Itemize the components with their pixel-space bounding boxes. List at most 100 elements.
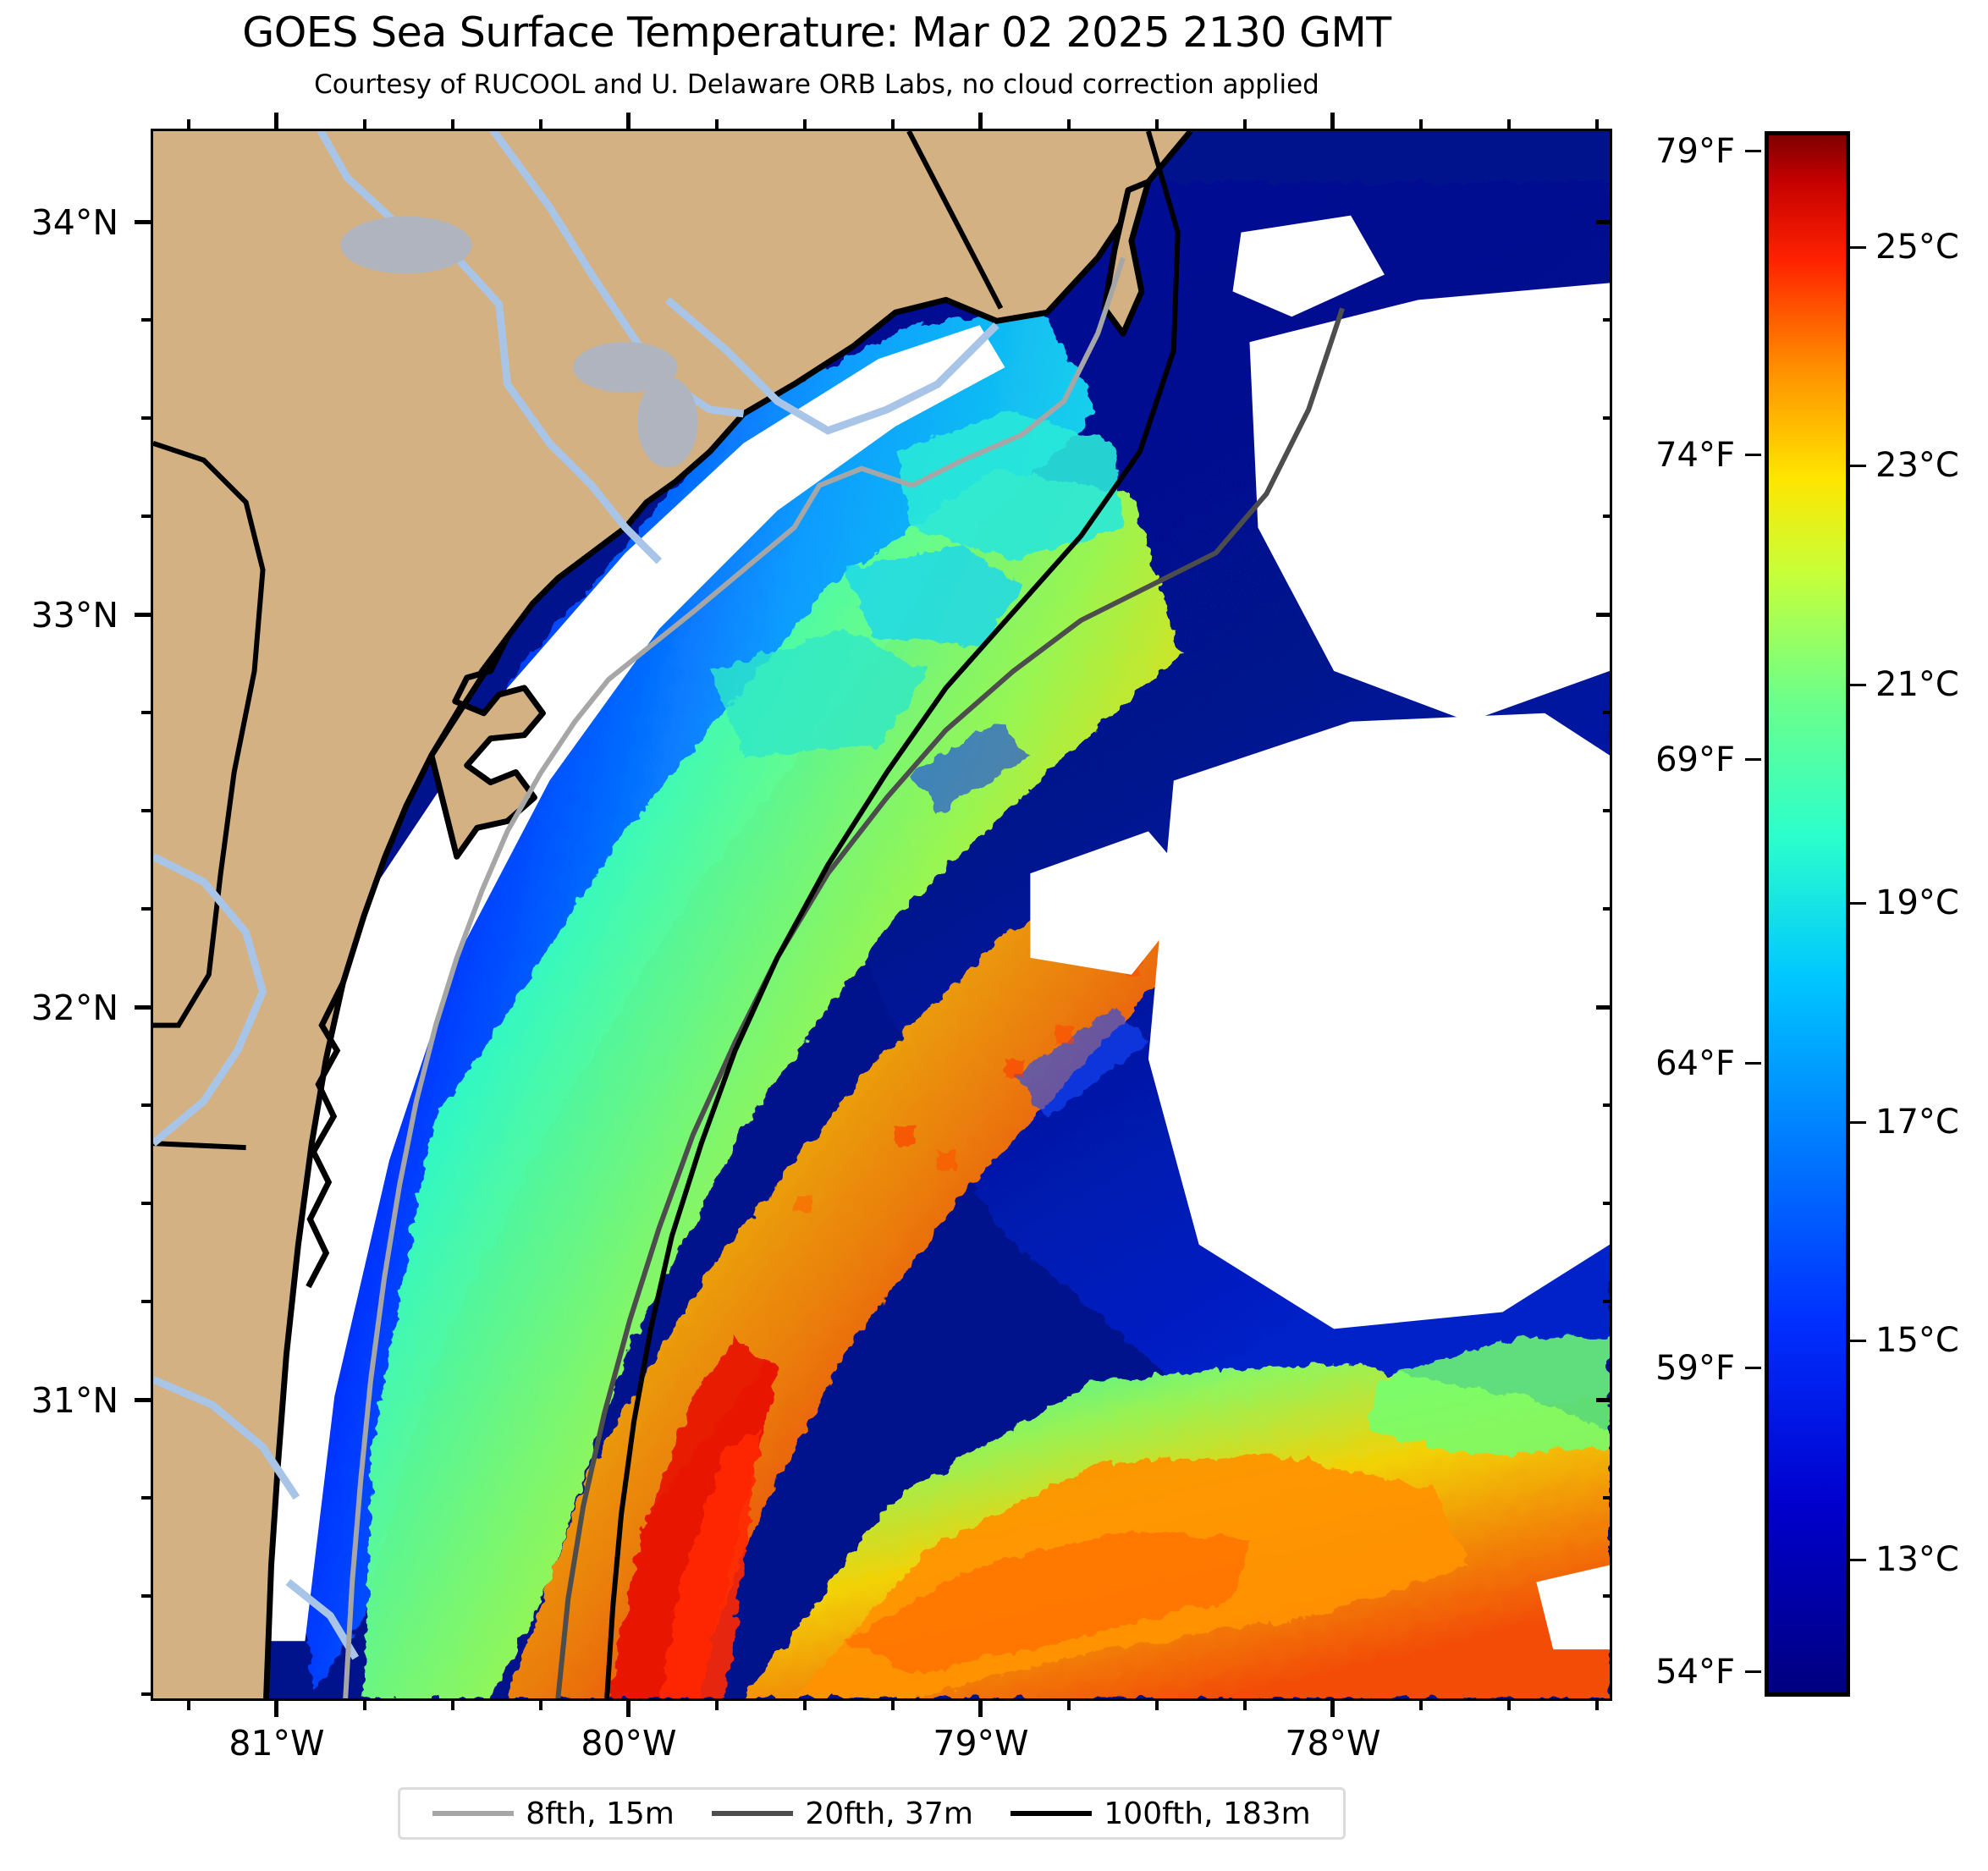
x-tick-minor: [1067, 1701, 1071, 1710]
sst-map-plot: [151, 129, 1612, 1701]
bathymetry-legend: 8fth, 15m 20fth, 37m 100fth, 183m: [398, 1787, 1346, 1840]
right-tick-minor: [1603, 1594, 1612, 1598]
cloud-mask: [271, 215, 1610, 1650]
y-axis-label-34n: 34°N: [30, 202, 118, 243]
top-tick-minor: [891, 119, 895, 129]
top-tick-minor: [803, 119, 807, 129]
right-tick-minor: [1603, 809, 1612, 812]
legend-item-8fth: 8fth, 15m: [432, 1797, 675, 1831]
cb-c-tick: [1850, 1559, 1866, 1561]
y-tick-major: [135, 220, 151, 224]
x-tick-minor: [1419, 1701, 1423, 1710]
x-axis-label-79w: 79°W: [933, 1723, 1029, 1764]
x-tick-minor: [451, 1701, 454, 1710]
legend-label-100fth: 100fth, 183m: [1104, 1796, 1311, 1831]
cb-label-19c: 19°C: [1875, 883, 1959, 922]
top-tick-minor: [187, 119, 190, 129]
x-tick-minor: [539, 1701, 542, 1710]
right-tick-minor: [1603, 711, 1612, 714]
right-tick-minor: [1603, 907, 1612, 911]
legend-item-20fth: 20fth, 37m: [712, 1797, 973, 1831]
top-tick-major: [274, 113, 278, 129]
legend-line-20fth: [712, 1811, 794, 1816]
cb-c-tick: [1850, 465, 1866, 467]
top-tick-minor: [1507, 119, 1511, 129]
cb-label-79f: 79°F: [1655, 132, 1735, 171]
legend-label-8fth: 8fth, 15m: [526, 1796, 675, 1831]
x-tick-minor: [1595, 1701, 1599, 1710]
cb-f-tick: [1745, 1062, 1761, 1065]
sst-map-canvas: [153, 131, 1610, 1698]
top-tick-minor: [363, 119, 366, 129]
x-tick-minor: [1243, 1701, 1247, 1710]
x-tick-minor: [187, 1701, 190, 1710]
page-subtitle: Courtesy of RUCOOL and U. Delaware ORB L…: [314, 69, 1319, 100]
y-tick-minor: [141, 515, 151, 518]
cb-label-17c: 17°C: [1875, 1103, 1959, 1142]
right-tick-minor: [1603, 1103, 1612, 1107]
cb-label-74f: 74°F: [1655, 436, 1735, 475]
right-tick-minor: [1603, 515, 1612, 518]
contour-100fth: [604, 131, 1181, 1698]
top-tick-minor: [1419, 119, 1423, 129]
y-tick-minor: [141, 1103, 151, 1107]
y-tick-minor: [141, 809, 151, 812]
y-tick-major: [135, 1398, 151, 1402]
x-tick-minor: [363, 1701, 366, 1710]
x-axis-label-81w: 81°W: [229, 1723, 325, 1764]
right-tick-major: [1596, 220, 1612, 224]
y-axis-label-32n: 32°N: [30, 988, 118, 1028]
top-tick-minor: [715, 119, 719, 129]
top-tick-minor: [1067, 119, 1071, 129]
y-tick-minor: [141, 1594, 151, 1598]
y-tick-minor: [141, 1692, 151, 1696]
y-tick-minor: [141, 1496, 151, 1500]
y-tick-minor: [141, 907, 151, 911]
right-tick-major: [1596, 1005, 1612, 1010]
right-tick-major: [1596, 613, 1612, 617]
cb-label-64f: 64°F: [1655, 1044, 1735, 1083]
y-axis-label-33n: 33°N: [30, 595, 118, 636]
colorbar: [1765, 131, 1850, 1697]
cb-f-tick: [1745, 454, 1761, 456]
x-tick-minor: [1155, 1701, 1159, 1710]
cb-c-tick: [1850, 684, 1866, 686]
right-tick-major: [1596, 1398, 1612, 1402]
top-tick-major: [1330, 113, 1335, 129]
right-tick-minor: [1603, 318, 1612, 322]
legend-label-20fth: 20fth, 37m: [805, 1796, 973, 1831]
x-tick-major: [1330, 1701, 1335, 1717]
legend-line-8fth: [432, 1811, 515, 1816]
cb-label-59f: 59°F: [1655, 1349, 1735, 1388]
y-tick-minor: [141, 416, 151, 420]
cb-c-tick: [1850, 246, 1866, 249]
top-tick-minor: [1155, 119, 1159, 129]
cb-label-69f: 69°F: [1655, 740, 1735, 779]
x-tick-minor: [891, 1701, 895, 1710]
contour-8fth: [343, 256, 1126, 1698]
top-tick-minor: [1243, 119, 1247, 129]
cb-label-15c: 15°C: [1875, 1321, 1959, 1360]
y-tick-minor: [141, 1300, 151, 1303]
y-tick-major: [135, 1005, 151, 1010]
cb-c-tick: [1850, 1121, 1866, 1124]
colorbar-gradient: [1769, 135, 1846, 1692]
cb-label-23c: 23°C: [1875, 446, 1959, 485]
cb-f-tick: [1745, 150, 1761, 152]
page-title: GOES Sea Surface Temperature: Mar 02 202…: [242, 8, 1391, 57]
top-tick-major: [978, 113, 983, 129]
cb-label-13c: 13°C: [1875, 1540, 1959, 1579]
x-tick-minor: [1507, 1701, 1511, 1710]
legend-line-100fth: [1011, 1811, 1093, 1816]
cb-f-tick: [1745, 1367, 1761, 1369]
x-tick-major: [274, 1701, 278, 1717]
x-tick-major: [626, 1701, 631, 1717]
cb-label-21c: 21°C: [1875, 665, 1959, 704]
top-tick-minor: [451, 119, 454, 129]
cb-label-54f: 54°F: [1655, 1653, 1735, 1692]
legend-item-100fth: 100fth, 183m: [1011, 1796, 1311, 1831]
right-tick-minor: [1603, 416, 1612, 420]
y-tick-minor: [141, 1202, 151, 1205]
top-tick-major: [626, 113, 631, 129]
x-axis-label-78w: 78°W: [1285, 1723, 1381, 1764]
